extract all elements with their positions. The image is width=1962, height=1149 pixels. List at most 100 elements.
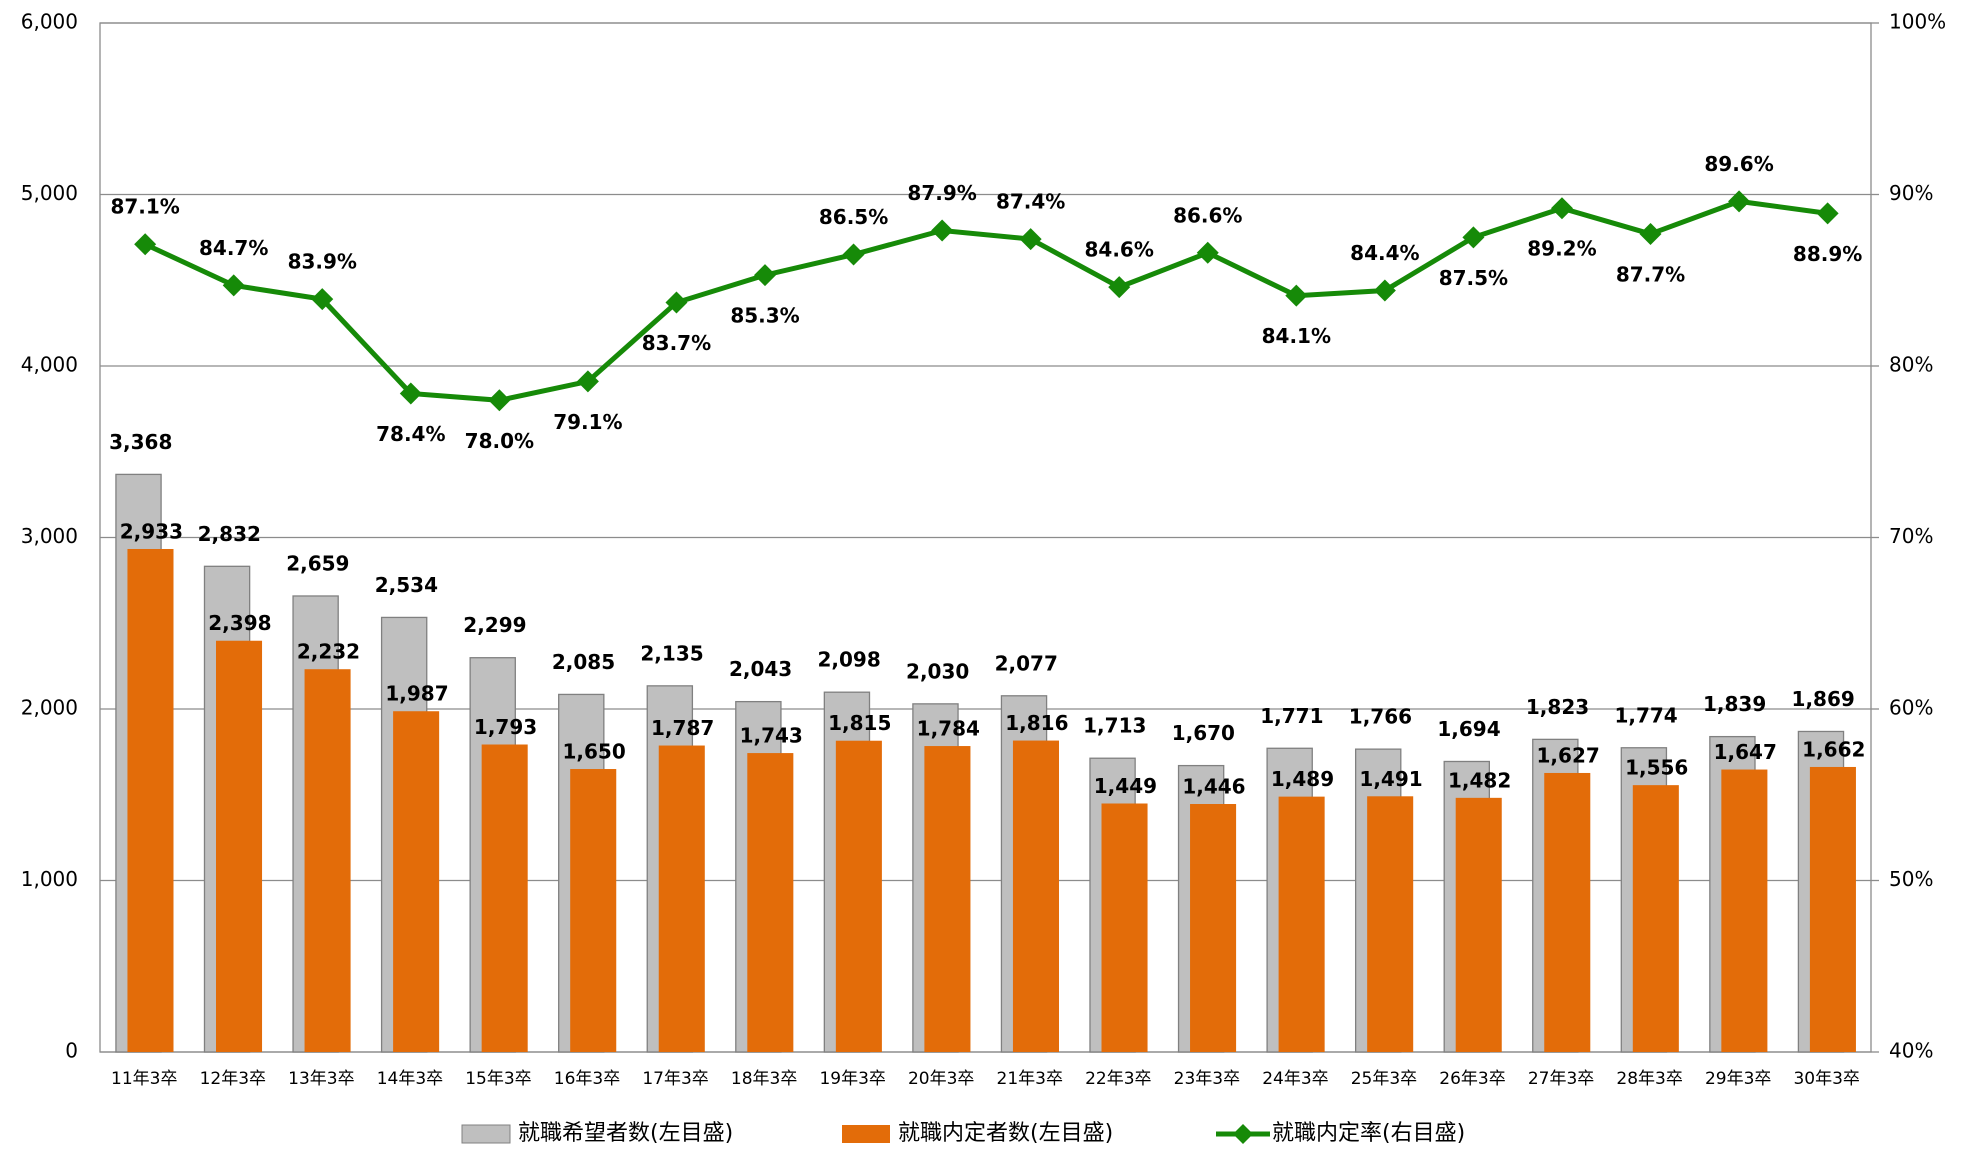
data-label: 84.1% <box>1262 324 1331 348</box>
data-label: 2,085 <box>552 650 615 674</box>
line-marker <box>1196 241 1219 264</box>
y2-tick-label: 60% <box>1889 696 1933 720</box>
x-tick-label: 16年3卒 <box>554 1069 620 1089</box>
data-label: 1,670 <box>1172 721 1235 745</box>
y-tick-label: 2,000 <box>21 696 78 720</box>
x-tick-label: 27年3卒 <box>1528 1069 1594 1089</box>
line <box>144 198 1828 403</box>
y2-tick-label: 100% <box>1889 10 1946 34</box>
data-label: 79.1% <box>553 410 622 434</box>
y2-tick-label: 40% <box>1889 1039 1933 1063</box>
bar <box>1455 797 1502 1052</box>
data-label: 1,816 <box>1005 711 1068 735</box>
data-label: 83.9% <box>288 250 357 274</box>
x-tick-label: 22年3卒 <box>1085 1069 1151 1089</box>
x-tick-label: 11年3卒 <box>111 1069 177 1089</box>
line-marker <box>222 274 245 297</box>
legend-label: 就職内定率(右目盛) <box>1272 1121 1465 1146</box>
data-label: 1,815 <box>828 711 891 735</box>
line-marker <box>488 389 511 412</box>
bar <box>835 740 882 1052</box>
data-label: 1,787 <box>651 716 714 740</box>
data-label: 2,534 <box>375 573 438 597</box>
legend-label: 就職希望者数(左目盛) <box>518 1121 733 1146</box>
bar <box>1809 766 1856 1052</box>
legend-swatch <box>1233 1124 1253 1144</box>
y2-tick-label: 50% <box>1889 867 1933 891</box>
data-label: 89.2% <box>1527 237 1596 261</box>
bar <box>658 745 705 1052</box>
x-tick-label: 20年3卒 <box>908 1069 974 1089</box>
bar <box>216 640 263 1052</box>
bar <box>304 669 351 1052</box>
line-marker <box>1728 190 1751 213</box>
line-marker <box>842 243 865 266</box>
data-label: 1,784 <box>917 717 980 741</box>
legend-label: 就職内定者数(左目盛) <box>898 1121 1113 1146</box>
data-label: 1,774 <box>1614 703 1677 727</box>
data-label: 1,869 <box>1792 687 1855 711</box>
data-label: 1,771 <box>1260 704 1323 728</box>
data-label: 2,098 <box>818 648 881 672</box>
line-marker <box>1108 276 1131 299</box>
x-tick-label: 17年3卒 <box>642 1069 708 1089</box>
bar <box>1278 796 1325 1052</box>
bar <box>1632 785 1679 1052</box>
x-tick-label: 26年3卒 <box>1439 1069 1505 1089</box>
data-label: 2,232 <box>297 640 360 664</box>
data-label: 85.3% <box>730 304 799 328</box>
data-label: 86.6% <box>1173 203 1242 227</box>
data-label: 84.4% <box>1350 241 1419 265</box>
line-marker <box>1019 228 1042 251</box>
data-label: 2,659 <box>286 551 349 575</box>
line-marker <box>1816 202 1839 225</box>
data-label: 3,368 <box>109 430 172 454</box>
bar <box>747 753 794 1052</box>
line-marker <box>754 264 777 287</box>
data-label: 1,766 <box>1349 705 1412 729</box>
data-label: 2,135 <box>640 641 703 665</box>
y-tick-label: 6,000 <box>21 10 78 34</box>
data-label: 1,987 <box>385 682 448 706</box>
line-marker <box>311 288 334 311</box>
data-label: 1,713 <box>1083 714 1146 738</box>
line-marker <box>1462 226 1485 249</box>
data-label: 2,077 <box>995 651 1058 675</box>
legend-swatch <box>461 1124 511 1144</box>
x-tick-label: 24年3卒 <box>1262 1069 1328 1089</box>
bar <box>1721 769 1768 1052</box>
y-tick-label: 0 <box>65 1039 78 1063</box>
data-label: 88.9% <box>1793 242 1862 266</box>
x-tick-label: 23年3卒 <box>1174 1069 1240 1089</box>
line-marker <box>576 370 599 393</box>
data-label: 87.4% <box>996 190 1065 214</box>
data-label: 87.7% <box>1616 262 1685 286</box>
data-label: 78.0% <box>465 429 534 453</box>
y-tick-label: 3,000 <box>21 524 78 548</box>
line-marker <box>1285 284 1308 307</box>
bar <box>1012 740 1059 1052</box>
data-label: 2,398 <box>208 611 271 635</box>
data-label: 2,043 <box>729 657 792 681</box>
data-label: 1,482 <box>1448 768 1511 792</box>
x-tick-label: 30年3卒 <box>1793 1069 1859 1089</box>
line-marker <box>1373 279 1396 302</box>
data-label: 2,299 <box>463 613 526 637</box>
data-label: 87.1% <box>110 195 179 219</box>
x-tick-label: 25年3卒 <box>1351 1069 1417 1089</box>
x-tick-label: 14年3卒 <box>377 1069 443 1089</box>
bar <box>127 548 174 1052</box>
data-label: 78.4% <box>376 422 445 446</box>
data-label: 86.5% <box>819 205 888 229</box>
data-label: 1,449 <box>1094 774 1157 798</box>
y2-tick-label: 90% <box>1889 181 1933 205</box>
x-tick-label: 18年3卒 <box>731 1069 797 1089</box>
y-tick-label: 5,000 <box>21 181 78 205</box>
bar <box>1190 804 1237 1052</box>
line-marker <box>1550 197 1573 220</box>
y2-tick-label: 70% <box>1889 524 1933 548</box>
data-label: 1,647 <box>1714 740 1777 764</box>
data-label: 87.5% <box>1439 266 1508 290</box>
x-tick-label: 12年3卒 <box>200 1069 266 1089</box>
bar <box>481 744 528 1052</box>
